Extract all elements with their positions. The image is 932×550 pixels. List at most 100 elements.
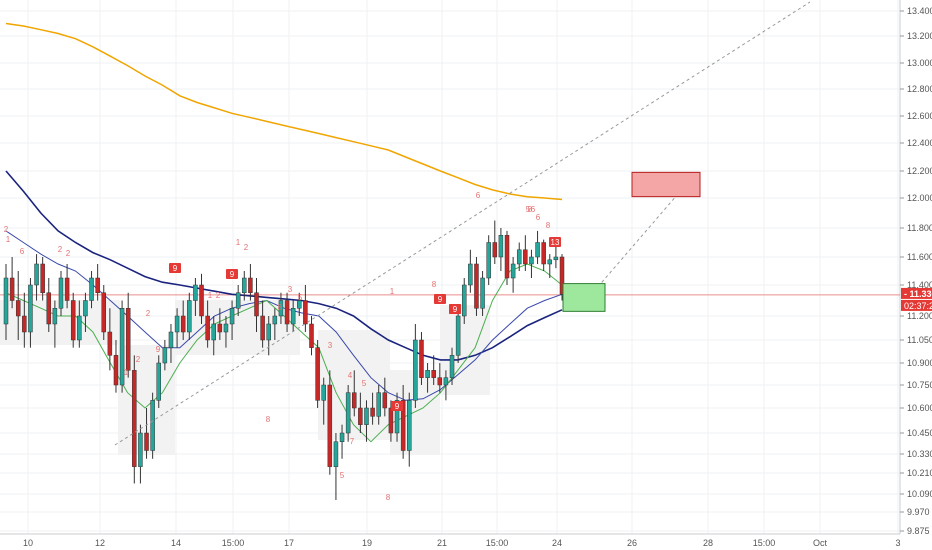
td-flag-label: 13: [551, 238, 560, 247]
trend-line-projection: [589, 179, 691, 297]
td-count: 5: [526, 205, 531, 214]
moving-average-line: [5, 263, 563, 443]
candle: [333, 441, 339, 467]
time-tick-label: 15:00: [486, 538, 509, 548]
candle: [284, 300, 290, 325]
candle: [449, 355, 455, 378]
candle: [547, 259, 553, 265]
candle: [407, 400, 412, 451]
candle: [413, 339, 418, 401]
candle: [455, 315, 461, 356]
candle: [89, 277, 94, 301]
candle: [3, 277, 9, 325]
candle: [254, 292, 259, 317]
td-count: 3: [288, 285, 293, 294]
td-count: 1: [390, 287, 395, 296]
candle: [150, 400, 155, 451]
td-flag: [391, 401, 403, 411]
time-tick-label: Oct: [813, 538, 828, 548]
projection-box-target: [631, 171, 701, 198]
trend-lines: [114, 1, 811, 446]
td-count: 2: [58, 245, 63, 254]
price-tick-label: 10.600: [907, 403, 932, 413]
candle: [394, 400, 400, 434]
td-count: 5: [340, 471, 345, 480]
td-count: 7: [350, 437, 355, 446]
candle: [553, 256, 559, 261]
candle: [352, 392, 357, 409]
price-tick-label: 11.800: [907, 223, 932, 233]
candle: [77, 315, 82, 341]
candle: [504, 235, 510, 279]
td-flag-label: 9: [173, 264, 178, 273]
td-count: 1: [236, 238, 241, 247]
td-count: 6: [536, 213, 541, 222]
td-flag-label: 9: [395, 402, 400, 411]
candle: [535, 242, 540, 258]
candle: [382, 392, 388, 409]
candle: [138, 432, 143, 467]
td-count: 2: [4, 225, 9, 234]
candle: [510, 263, 516, 279]
price-tick-label: 11.200: [907, 311, 932, 321]
candle: [242, 277, 247, 293]
td-count: 3: [328, 341, 333, 350]
time-tick-label: 26: [627, 538, 637, 548]
td-count: 2: [244, 243, 249, 252]
candles: [3, 220, 565, 500]
candle: [223, 323, 229, 333]
candle: [480, 277, 485, 309]
candle: [107, 331, 113, 356]
moving-average-line: [5, 22, 563, 201]
td-count: 5: [362, 379, 367, 388]
candle: [211, 323, 216, 341]
trend-line: [114, 1, 811, 446]
candle: [125, 308, 131, 371]
td-flag: [449, 304, 461, 314]
candle: [266, 323, 271, 341]
td-flag: [226, 269, 238, 279]
td-count: 6: [531, 205, 536, 214]
candle: [297, 300, 302, 309]
candle: [443, 377, 449, 386]
candle: [272, 315, 278, 325]
td-count: 8: [528, 205, 533, 214]
td-count: 2: [66, 249, 71, 258]
candle: [278, 300, 284, 317]
candle: [370, 407, 375, 417]
candle: [327, 384, 333, 467]
candle: [339, 432, 345, 442]
td-count: 9: [156, 345, 161, 354]
td-flag: [549, 237, 561, 247]
candle: [345, 392, 351, 434]
td-flag: [169, 263, 181, 273]
price-tick-label: 13.400: [907, 6, 932, 16]
time-tick-label: 14: [171, 538, 181, 548]
time-tick-label: 15:00: [753, 538, 776, 548]
candle: [34, 263, 39, 286]
candle: [205, 315, 210, 341]
candle: [229, 308, 235, 325]
candle: [193, 284, 198, 301]
td-count: 8: [546, 221, 551, 230]
candle: [132, 370, 137, 467]
moving-average-line: [5, 170, 563, 361]
candle: [40, 263, 45, 293]
price-tick-label: 9.875: [907, 526, 930, 536]
candle: [492, 242, 498, 258]
time-axis-labels: 10 12 14 15:00 17 19 21 15:00 24 26 28 15:00 Oct 3: [23, 538, 901, 548]
price-tick-label: 13.200: [907, 31, 932, 41]
time-tick-label: 15:00: [222, 538, 245, 548]
td-count: 1: [6, 235, 11, 244]
candle: [425, 370, 430, 378]
candle: [113, 355, 119, 386]
candle: [95, 277, 100, 293]
candle: [199, 284, 204, 317]
candle: [28, 284, 33, 333]
candle: [248, 277, 253, 293]
time-tick-label: 12: [95, 538, 105, 548]
candle: [419, 339, 424, 378]
price-tick-label: 10.750: [907, 380, 932, 390]
